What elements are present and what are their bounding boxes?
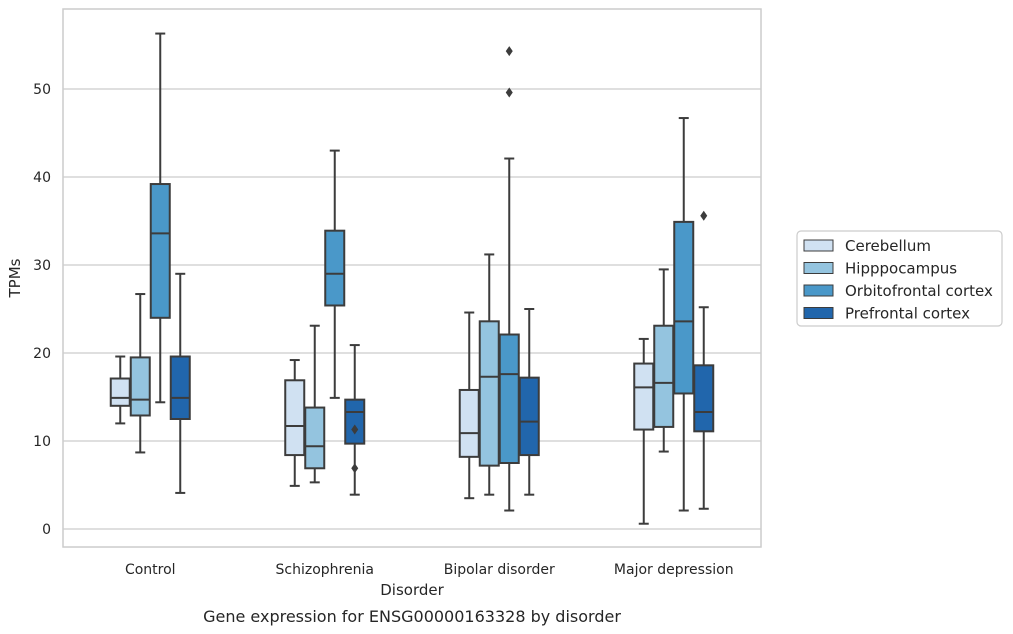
legend-label: Cerebellum (845, 237, 931, 255)
y-tick-label: 10 (33, 434, 51, 450)
outlier-point (351, 463, 359, 474)
legend-label: Prefrontal cortex (845, 305, 970, 323)
x-tick-label: Major depression (614, 562, 734, 578)
box-iqr (149, 183, 171, 319)
box-iqr (458, 388, 480, 458)
outlier-point (351, 424, 359, 435)
legend-frame (796, 230, 1003, 327)
y-tick-label: 30 (33, 258, 51, 274)
box-cerebellum (458, 311, 480, 500)
box-iqr (498, 333, 520, 464)
outlier-point (700, 210, 708, 221)
box-prefrontal-cortex (693, 210, 715, 510)
box-iqr (633, 362, 655, 431)
plot-frame (62, 8, 762, 548)
y-tick-label: 0 (42, 522, 51, 538)
x-tick-labels: Control Schizophrenia Bipolar disorder Majo… (125, 562, 734, 578)
legend-swatch (803, 307, 834, 319)
legend-swatch (803, 284, 834, 297)
legend: Cerebellum Hipppocampus Orbitofrontal cort… (796, 230, 1003, 327)
box-iqr (344, 398, 366, 445)
box-orbitofrontal-cortex (324, 149, 346, 399)
box-iqr (304, 406, 326, 470)
box-orbitofrontal-cortex (498, 46, 520, 512)
boxes (109, 32, 715, 525)
box-iqr (478, 320, 500, 467)
legend-swatch (803, 262, 834, 274)
y-tick-label: 40 (33, 170, 51, 186)
legend-label: Hipppocampus (845, 260, 957, 278)
box-hipppocampus (653, 268, 675, 453)
box-iqr (673, 220, 695, 395)
y-tick-label: 20 (33, 346, 51, 362)
y-tick-labels: 0 10 20 30 40 50 (33, 82, 51, 538)
box-iqr (324, 229, 346, 307)
y-axis-label: TPMs (6, 258, 24, 298)
x-tick-label: Schizophrenia (276, 562, 374, 578)
box-hipppocampus (304, 324, 326, 484)
x-tick-label: Control (125, 562, 176, 578)
box-prefrontal-cortex (518, 308, 540, 496)
legend-swatch (803, 239, 834, 252)
box-hipppocampus (478, 253, 500, 496)
outlier-point (505, 87, 513, 98)
box-prefrontal-cortex (344, 344, 366, 496)
box-iqr (169, 355, 191, 420)
y-tick-label: 50 (33, 82, 51, 98)
box-orbitofrontal-cortex (149, 32, 171, 404)
box-cerebellum (633, 337, 655, 525)
legend-label: Orbitofrontal cortex (845, 282, 993, 300)
box-iqr (518, 376, 540, 457)
box-iqr (109, 377, 131, 407)
box-hipppocampus (129, 293, 151, 454)
box-cerebellum (109, 355, 131, 425)
box-cerebellum (284, 359, 306, 487)
box-iqr (284, 379, 306, 457)
x-tick-label: Bipolar disorder (444, 562, 555, 578)
box-orbitofrontal-cortex (673, 117, 695, 512)
box-iqr (693, 364, 715, 433)
box-iqr (653, 324, 675, 428)
x-axis-label: Disorder (380, 581, 444, 599)
outlier-point (505, 46, 513, 57)
chart-caption: Gene expression for ENSG00000163328 by d… (203, 607, 621, 626)
box-iqr (129, 356, 151, 417)
box-prefrontal-cortex (169, 272, 191, 494)
